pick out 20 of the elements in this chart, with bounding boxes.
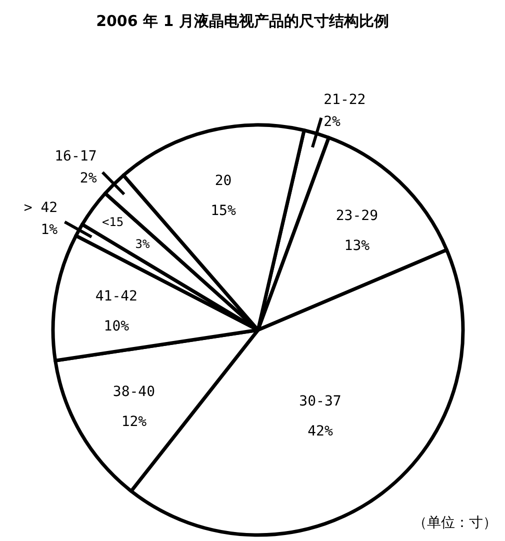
data-label: 1% [40, 222, 58, 238]
slice-label: 30-37 [299, 393, 342, 410]
data-label: 15% [210, 202, 236, 219]
slice-label: 38-40 [112, 384, 156, 400]
data-label: 42% [308, 423, 334, 440]
data-label: 3% [135, 237, 150, 252]
data-label: 2% [324, 114, 342, 130]
slice-label: 20 [214, 172, 232, 189]
data-label: 12% [121, 414, 148, 430]
data-label: 10% [104, 318, 130, 335]
slice-label: <15 [102, 215, 124, 230]
slice-label: > 42 [24, 200, 58, 216]
data-label: 2% [80, 170, 98, 187]
chart-title: 2006 年 1 月液晶电视产品的尺寸结构比例 [96, 12, 389, 30]
text: （单位：寸） [413, 515, 497, 531]
slice-label: 16-17 [54, 148, 97, 165]
slice-label: 23-29 [336, 208, 378, 224]
data-label: 13% [344, 238, 370, 254]
slice-label: 41-42 [95, 288, 138, 305]
slice-label: 21-22 [324, 92, 366, 108]
